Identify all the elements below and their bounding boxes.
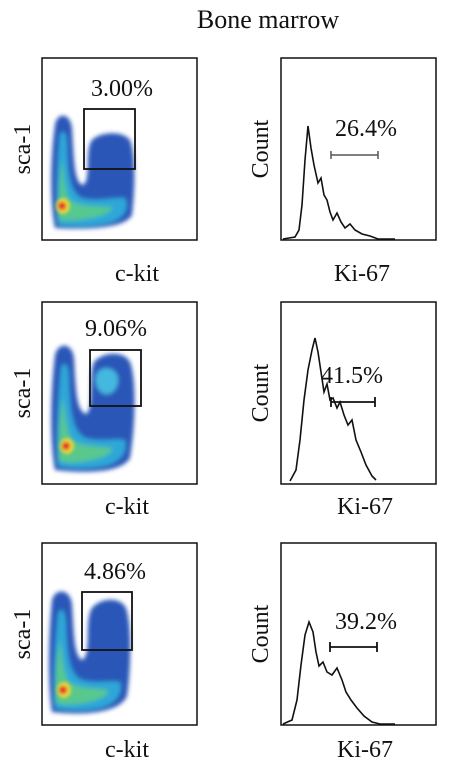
y-axis-label: sca-1	[10, 124, 36, 175]
density-plot-3: 4.86% sca-1 c-kit	[10, 542, 198, 763]
x-axis-label: c-kit	[115, 261, 159, 287]
histogram-2: 41.5% Count Ki-67	[248, 301, 437, 520]
y-axis-label: sca-1	[10, 368, 36, 419]
gate-rectangle	[83, 108, 136, 170]
x-axis-label: Ki-67	[337, 494, 393, 520]
figure-title: Bone marrow	[197, 5, 339, 34]
histogram-curve	[282, 619, 395, 725]
density-core	[57, 682, 71, 698]
histogram-curve	[282, 125, 395, 240]
density-blob	[51, 345, 135, 472]
gate-rectangle	[89, 349, 142, 407]
y-axis-label: Count	[248, 363, 274, 422]
x-axis-label: Ki-67	[337, 737, 393, 763]
gate-percentage: 9.06%	[85, 316, 147, 342]
density-core	[56, 198, 70, 214]
density-plot-1: 3.00% sca-1 c-kit	[10, 57, 198, 287]
y-axis-label: Count	[248, 604, 274, 663]
density-plot-2: 9.06% sca-1 c-kit	[10, 301, 198, 520]
plot-frame	[280, 57, 437, 241]
gate-rectangle	[81, 591, 133, 651]
histogram-1: 26.4% Count Ki-67	[248, 57, 437, 287]
x-axis-label: Ki-67	[334, 261, 390, 287]
gate-percentage: 39.2%	[335, 609, 397, 635]
gate-percentage: 3.00%	[91, 76, 153, 102]
density-core	[60, 438, 74, 454]
y-axis-label: sca-1	[10, 609, 36, 660]
density-blob	[51, 115, 135, 229]
gate-percentage: 4.86%	[84, 559, 146, 585]
histogram-3: 39.2% Count Ki-67	[248, 542, 437, 763]
gate-percentage: 41.5%	[321, 363, 383, 389]
x-axis-label: c-kit	[105, 494, 149, 520]
plot-frame	[280, 542, 437, 726]
plot-frame	[280, 301, 437, 485]
histogram-curve	[289, 337, 377, 482]
x-axis-label: c-kit	[105, 737, 149, 763]
y-axis-label: Count	[248, 119, 274, 178]
gate-percentage: 26.4%	[335, 116, 397, 142]
